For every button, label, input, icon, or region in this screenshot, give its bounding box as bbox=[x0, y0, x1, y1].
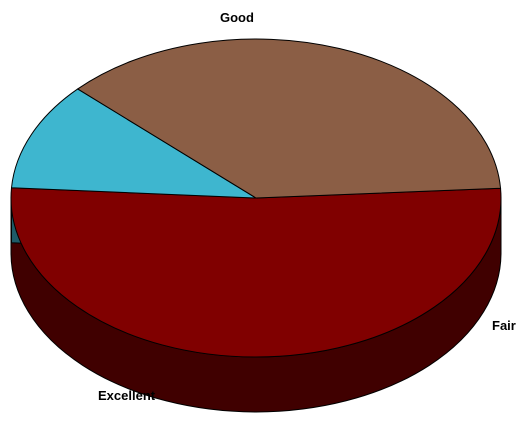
pie-slice-fair bbox=[10, 88, 258, 199]
pie-slice-good bbox=[10, 187, 502, 358]
pie-tops bbox=[10, 38, 502, 358]
slice-label-fair: Fair bbox=[492, 318, 516, 333]
pie-slice-excellent bbox=[76, 38, 502, 199]
slice-label-good: Good bbox=[220, 10, 254, 25]
slice-label-excellent: Excellent bbox=[98, 388, 156, 403]
